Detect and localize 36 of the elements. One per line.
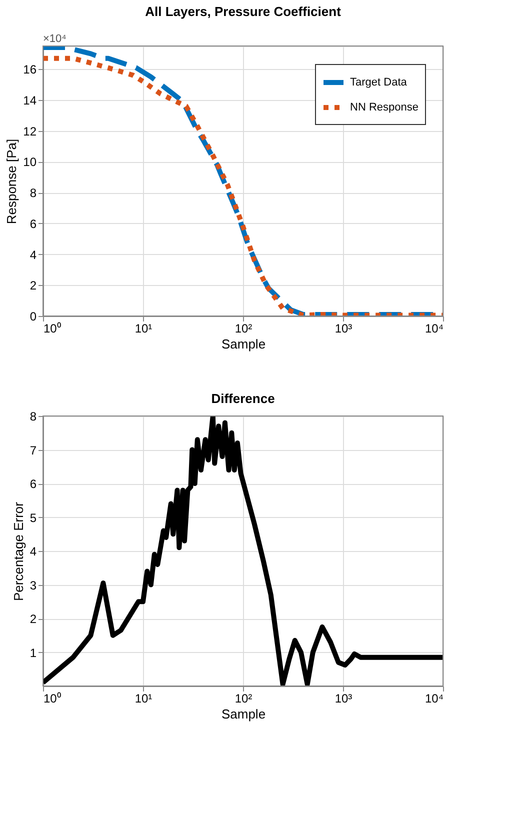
- x-tick-label: 10³: [334, 322, 352, 336]
- x-tick-label: 10⁰: [44, 322, 61, 336]
- y-tick-label: 14: [23, 94, 37, 108]
- y-tick-label: 0: [30, 310, 37, 324]
- x-tick-label: 10⁴: [424, 322, 444, 336]
- x-axis-title: Sample: [221, 706, 266, 722]
- x-axis-title: Sample: [221, 336, 266, 352]
- legend-label: Target Data: [350, 76, 408, 88]
- y-tick-label: 7: [30, 443, 37, 458]
- y-tick-label: 6: [30, 477, 37, 491]
- y-tick-label: 2: [30, 612, 37, 626]
- x-tick-label: 10³: [334, 692, 352, 706]
- chart-title: Difference: [211, 391, 275, 406]
- x-tick-label: 10²: [234, 692, 252, 706]
- y-tick-label: 16: [23, 62, 37, 77]
- y-tick-label: 10: [23, 155, 37, 170]
- x-tick-label: 10¹: [134, 322, 152, 336]
- y-tick-label: 3: [30, 578, 37, 592]
- y-tick-label: 4: [30, 544, 37, 558]
- y-tick-label: 5: [30, 510, 37, 525]
- y-tick-label: 8: [30, 410, 37, 424]
- y-axis-title: Percentage Error: [10, 501, 26, 601]
- x-tick-label: 10²: [234, 322, 252, 336]
- y-tick-label: 8: [30, 186, 37, 200]
- x-tick-label: 10⁴: [424, 692, 444, 706]
- y-tick-label: 2: [30, 278, 37, 293]
- y-tick-label: 1: [30, 646, 37, 660]
- x-tick-label: 10⁰: [44, 692, 61, 706]
- text: ×10⁴: [43, 33, 67, 45]
- chart-title: All Layers, Pressure Coefficient: [145, 4, 342, 19]
- y-axis-title: Response [Pa]: [4, 138, 20, 224]
- y-tick-label: 12: [23, 124, 37, 138]
- y-tick-label: 4: [30, 248, 37, 262]
- legend-label: NN Response: [350, 102, 418, 114]
- y-tick-label: 6: [30, 216, 37, 231]
- x-tick-label: 10¹: [134, 692, 152, 706]
